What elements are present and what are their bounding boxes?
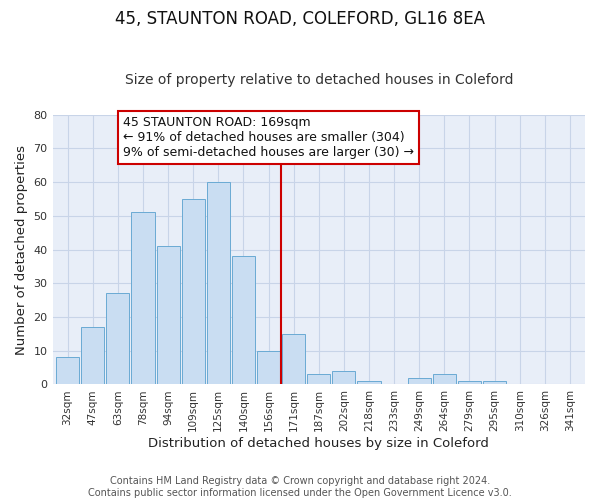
Bar (483, 381, 506, 384)
Bar (407, 378, 431, 384)
Y-axis label: Number of detached properties: Number of detached properties (15, 144, 28, 354)
Bar (56, 358, 79, 384)
Bar (157, 246, 179, 384)
Bar (131, 212, 155, 384)
Bar (81, 327, 104, 384)
Bar (307, 374, 331, 384)
Bar (433, 374, 456, 384)
Bar (257, 350, 280, 384)
Bar (106, 294, 130, 384)
Bar (358, 381, 380, 384)
Bar (282, 334, 305, 384)
Bar (332, 371, 355, 384)
Text: 45 STAUNTON ROAD: 169sqm
← 91% of detached houses are smaller (304)
9% of semi-d: 45 STAUNTON ROAD: 169sqm ← 91% of detach… (123, 116, 414, 159)
Bar (182, 199, 205, 384)
Bar (458, 381, 481, 384)
Bar (207, 182, 230, 384)
X-axis label: Distribution of detached houses by size in Coleford: Distribution of detached houses by size … (148, 437, 489, 450)
Text: Contains HM Land Registry data © Crown copyright and database right 2024.
Contai: Contains HM Land Registry data © Crown c… (88, 476, 512, 498)
Bar (232, 256, 255, 384)
Title: Size of property relative to detached houses in Coleford: Size of property relative to detached ho… (125, 73, 513, 87)
Text: 45, STAUNTON ROAD, COLEFORD, GL16 8EA: 45, STAUNTON ROAD, COLEFORD, GL16 8EA (115, 10, 485, 28)
